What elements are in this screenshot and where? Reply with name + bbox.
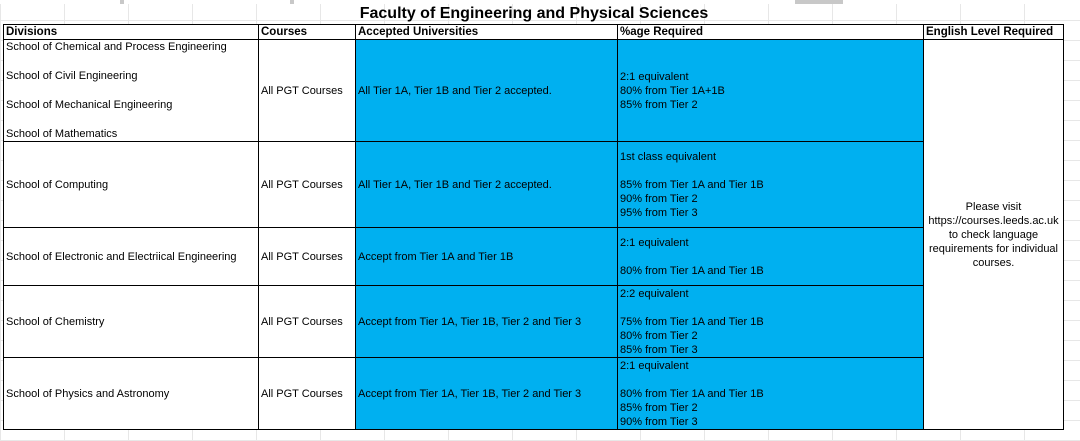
percentage-line: 2:1 equivalent — [620, 359, 689, 372]
percentage-line: 90% from Tier 3 — [620, 415, 698, 428]
header-row: Divisions Courses Accepted Universities … — [3, 24, 1064, 40]
divisions-cell[interactable]: School of Chemical and Process Engineeri… — [3, 39, 259, 142]
percentage-line: 85% from Tier 2 — [620, 98, 698, 111]
percentage-line: 85% from Tier 3 — [620, 343, 698, 356]
requirements-table: Divisions Courses Accepted Universities … — [3, 24, 1064, 430]
english-level-cell[interactable]: Please visit https://courses.leeds.ac.uk… — [923, 39, 1064, 430]
percentage-cell[interactable]: 1st class equivalent 85% from Tier 1A an… — [617, 141, 924, 228]
percentage-line: 85% from Tier 1A and Tier 1B — [620, 178, 764, 191]
courses-cell[interactable]: All PGT Courses — [258, 357, 356, 430]
page-title: Faculty of Engineering and Physical Scie… — [359, 5, 709, 22]
division-name: School of Civil Engineering — [6, 70, 138, 82]
table-row: School of Physics and Astronomy All PGT … — [3, 357, 1064, 430]
divisions-cell[interactable]: School of Electronic and Electriical Eng… — [3, 227, 259, 286]
division-name: School of Chemical and Process Engineeri… — [6, 41, 227, 53]
percentage-line: 80% from Tier 1A and Tier 1B — [620, 387, 764, 400]
header-courses[interactable]: Courses — [258, 24, 356, 40]
header-accepted-universities[interactable]: Accepted Universities — [355, 24, 618, 40]
percentage-cell[interactable]: 2:1 equivalent 80% from Tier 1A and Tier… — [617, 357, 924, 430]
division-name: School of Mathematics — [6, 128, 118, 140]
accepted-cell[interactable]: Accept from Tier 1A, Tier 1B, Tier 2 and… — [355, 285, 618, 358]
accepted-cell[interactable]: Accept from Tier 1A, Tier 1B, Tier 2 and… — [355, 357, 618, 430]
percentage-line: 95% from Tier 3 — [620, 206, 698, 219]
courses-cell[interactable]: All PGT Courses — [258, 285, 356, 358]
header-english-level[interactable]: English Level Required — [923, 24, 1064, 40]
table-row: School of Computing All PGT Courses All … — [3, 141, 1064, 228]
percentage-line: 2:2 equivalent — [620, 287, 689, 300]
percentage-line: 2:1 equivalent — [620, 236, 689, 249]
percentage-line: 2:1 equivalent — [620, 70, 689, 83]
accepted-cell[interactable]: All Tier 1A, Tier 1B and Tier 2 accepted… — [355, 141, 618, 228]
courses-cell[interactable]: All PGT Courses — [258, 227, 356, 286]
courses-cell[interactable]: All PGT Courses — [258, 141, 356, 228]
header-divisions[interactable]: Divisions — [3, 24, 259, 40]
percentage-line: 90% from Tier 2 — [620, 192, 698, 205]
table-row: School of Electronic and Electriical Eng… — [3, 227, 1064, 286]
percentage-line: 80% from Tier 1A and Tier 1B — [620, 264, 764, 277]
division-name: School of Mechanical Engineering — [6, 99, 173, 111]
percentage-line — [620, 164, 921, 178]
header-percentage-required[interactable]: %age Required — [617, 24, 924, 40]
percentage-line — [620, 250, 921, 264]
table-row: School of Chemistry All PGT Courses Acce… — [3, 285, 1064, 358]
divisions-cell[interactable]: School of Chemistry — [3, 285, 259, 358]
percentage-line — [620, 301, 921, 315]
toolbar-strip — [0, 0, 1080, 4]
accepted-cell[interactable]: All Tier 1A, Tier 1B and Tier 2 accepted… — [355, 39, 618, 142]
percentage-line: 80% from Tier 1A+1B — [620, 84, 725, 97]
table-row: School of Chemical and Process Engineeri… — [3, 39, 1064, 430]
percentage-line: 80% from Tier 2 — [620, 329, 698, 342]
courses-cell[interactable]: All PGT Courses — [258, 39, 356, 142]
percentage-cell[interactable]: 2:2 equivalent 75% from Tier 1A and Tier… — [617, 285, 924, 358]
percentage-line: 1st class equivalent — [620, 150, 716, 163]
divisions-cell[interactable]: School of Physics and Astronomy — [3, 357, 259, 430]
percentage-line: 75% from Tier 1A and Tier 1B — [620, 315, 764, 328]
percentage-line: 85% from Tier 2 — [620, 401, 698, 414]
percentage-line — [620, 373, 921, 387]
accepted-cell[interactable]: Accept from Tier 1A and Tier 1B — [355, 227, 618, 286]
percentage-cell[interactable]: 2:1 equivalent 80% from Tier 1A+1B 85% f… — [617, 39, 924, 142]
percentage-cell[interactable]: 2:1 equivalent 80% from Tier 1A and Tier… — [617, 227, 924, 286]
divisions-cell[interactable]: School of Computing — [3, 141, 259, 228]
